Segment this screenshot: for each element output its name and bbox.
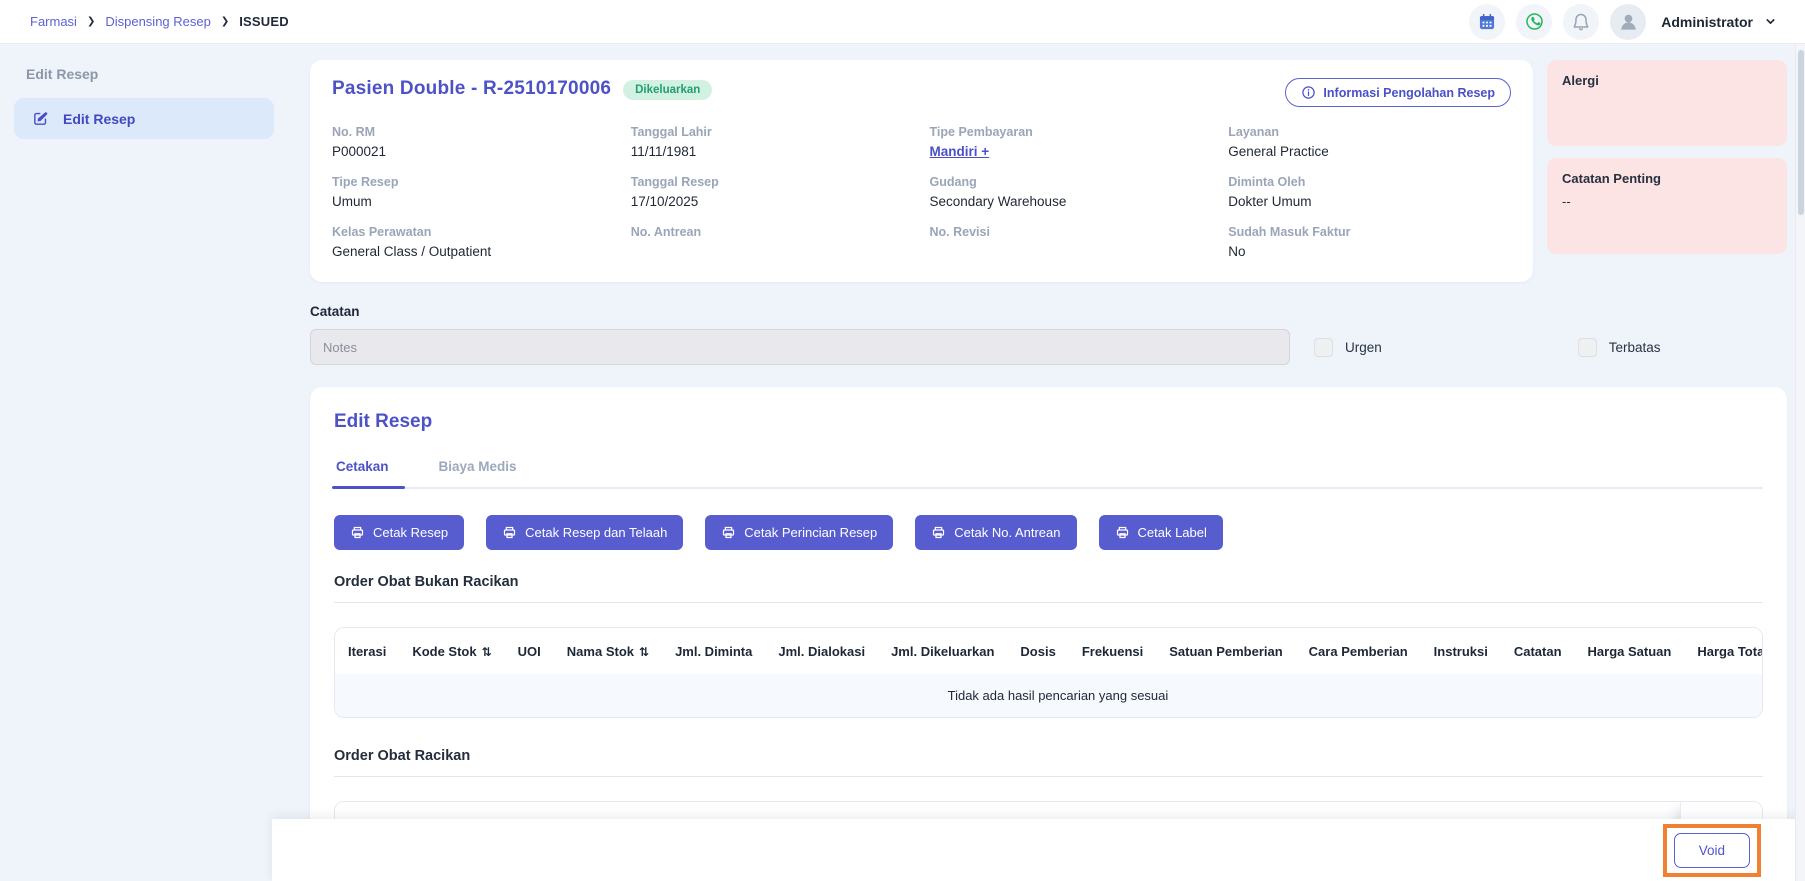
printer-icon (504, 526, 516, 539)
field-layanan: Layanan General Practice (1228, 125, 1329, 159)
edit-resep-title: Edit Resep (334, 411, 433, 432)
breadcrumb-current-issued: ISSUED (239, 14, 289, 29)
breadcrumb: Farmasi ❯ Dispensing Resep ❯ ISSUED (30, 14, 289, 29)
field-tipe-pembayaran: Tipe Pembayaran Mandiri + (930, 125, 1213, 160)
info-icon (1302, 86, 1316, 99)
whatsapp-icon (1525, 13, 1543, 30)
topbar-actions: Administrator (1469, 3, 1777, 40)
whatsapp-icon[interactable] (1516, 3, 1553, 40)
vertical-scrollbar[interactable] (1795, 44, 1805, 881)
non-compound-table-title: Order Obat Bukan Racikan (334, 574, 519, 590)
cetak-label-button[interactable]: Cetak Label (1098, 515, 1223, 550)
tab-biaya-medis[interactable]: Biaya Medis (438, 459, 517, 474)
checkbox-icon[interactable] (1314, 337, 1333, 357)
field-no-rm: No. RM P000021 (332, 125, 387, 159)
sidebar: Edit Resep Edit Resep (0, 44, 288, 881)
urgen-checkbox[interactable]: Urgen (1314, 337, 1382, 357)
divider (334, 776, 1763, 777)
field-tanggal-resep: Tanggal Resep 17/10/2025 (630, 175, 719, 209)
sidebar-title: Edit Resep (26, 66, 99, 82)
field-tanggal-lahir: Tanggal Lahir 11/11/1981 (630, 125, 712, 159)
cetak-resep-dan-telaah-button[interactable]: Cetak Resep dan Telaah (486, 515, 684, 550)
field-diminta-oleh: Diminta Oleh Dokter Umum (1228, 175, 1312, 209)
edit-resep-card: Edit Resep Cetakan Biaya Medis Cetak Res… (310, 387, 1787, 881)
alert-panel: Alergi Catatan Penting -- (1547, 60, 1787, 282)
avatar[interactable] (1610, 3, 1647, 40)
user-menu-label[interactable]: Administrator (1661, 13, 1753, 30)
table-header-row: Iterasi Kode Stok ⇅ UOI Nama Stok ⇅ Jml. D… (335, 628, 1762, 674)
annotation-highlight-box: Void (1662, 823, 1761, 877)
print-buttons-row: Cetak Resep Cetak Resep dan Telaah Cetak… (334, 515, 1763, 550)
field-kelas-perawatan: Kelas Perawatan General Class / Outpatie… (332, 225, 492, 259)
alergi-box: Alergi (1547, 60, 1787, 146)
tab-cetakan[interactable]: Cetakan (332, 459, 404, 489)
field-sudah-masuk-faktur: Sudah Masuk Faktur No (1228, 225, 1351, 259)
chevron-right-icon: ❯ (86, 16, 96, 27)
top-bar: Farmasi ❯ Dispensing Resep ❯ ISSUED (0, 0, 1805, 44)
patient-card: Pasien Double - R-2510170006 Dikeluarkan… (310, 60, 1533, 282)
bell-icon (1573, 13, 1589, 30)
printer-icon (351, 526, 364, 539)
void-button[interactable]: Void (1673, 832, 1750, 868)
action-footer: Void (272, 819, 1805, 881)
chevron-right-icon: ❯ (220, 16, 230, 27)
status-badge: Dikeluarkan (623, 80, 713, 100)
sort-icon[interactable]: ⇅ (481, 645, 492, 659)
chevron-down-icon[interactable] (1764, 15, 1777, 28)
field-gudang: Gudang Secondary Warehouse (929, 175, 1067, 209)
edit-icon (34, 112, 48, 125)
notes-section: Catatan Urgen Terbatas (310, 304, 1787, 365)
cetak-no-antrean-button[interactable]: Cetak No. Antrean (915, 515, 1077, 550)
printer-icon (1116, 526, 1128, 539)
page-title: Pasien Double - R-2510170006 (332, 78, 612, 99)
cetak-perincian-resep-button[interactable]: Cetak Perincian Resep (705, 515, 894, 550)
user-icon (1621, 14, 1636, 30)
calendar-icon (1480, 13, 1495, 29)
notes-input[interactable] (310, 329, 1290, 365)
main-content: Pasien Double - R-2510170006 Dikeluarkan… (288, 44, 1805, 881)
patient-info-grid: No. RM P000021 Tanggal Lahir 11/11/1981 … (332, 125, 1511, 260)
page-layout: Edit Resep Edit Resep Pasien Double - R-… (0, 44, 1805, 881)
field-no-antrean: No. Antrean (630, 225, 702, 239)
scrollbar-thumb[interactable] (1798, 50, 1804, 215)
sidebar-item-edit-resep[interactable]: Edit Resep (14, 98, 274, 139)
cetak-resep-button[interactable]: Cetak Resep (334, 515, 465, 550)
printer-icon (933, 526, 945, 539)
compound-table-title: Order Obat Racikan (334, 748, 471, 764)
empty-state-row: Tidak ada hasil pencarian yang sesuai (335, 674, 1762, 717)
notes-label: Catatan (310, 304, 360, 319)
tab-bar: Cetakan Biaya Medis (332, 459, 1763, 489)
printer-icon (723, 526, 735, 539)
mandiri-link[interactable]: Mandiri + (929, 144, 990, 159)
non-compound-table: Iterasi Kode Stok ⇅ UOI Nama Stok ⇅ Jml. D… (334, 627, 1763, 718)
terbatas-checkbox[interactable]: Terbatas (1577, 337, 1661, 357)
sidebar-item-label: Edit Resep (63, 110, 136, 127)
info-button-label: Informasi Pengolahan Resep (1323, 85, 1495, 100)
sort-icon[interactable]: ⇅ (639, 645, 650, 659)
breadcrumb-dispensing-resep[interactable]: Dispensing Resep (105, 14, 211, 29)
breadcrumb-farmasi[interactable]: Farmasi (30, 14, 77, 29)
catatan-penting-box: Catatan Penting -- (1547, 158, 1787, 254)
bell-icon[interactable] (1563, 3, 1600, 40)
field-no-revisi: No. Revisi (929, 225, 990, 239)
divider (334, 602, 1763, 603)
checkbox-icon[interactable] (1577, 337, 1597, 357)
field-tipe-resep: Tipe Resep Umum (332, 175, 399, 209)
calendar-icon[interactable] (1469, 3, 1506, 40)
info-pengolahan-resep-button[interactable]: Informasi Pengolahan Resep (1285, 78, 1511, 107)
